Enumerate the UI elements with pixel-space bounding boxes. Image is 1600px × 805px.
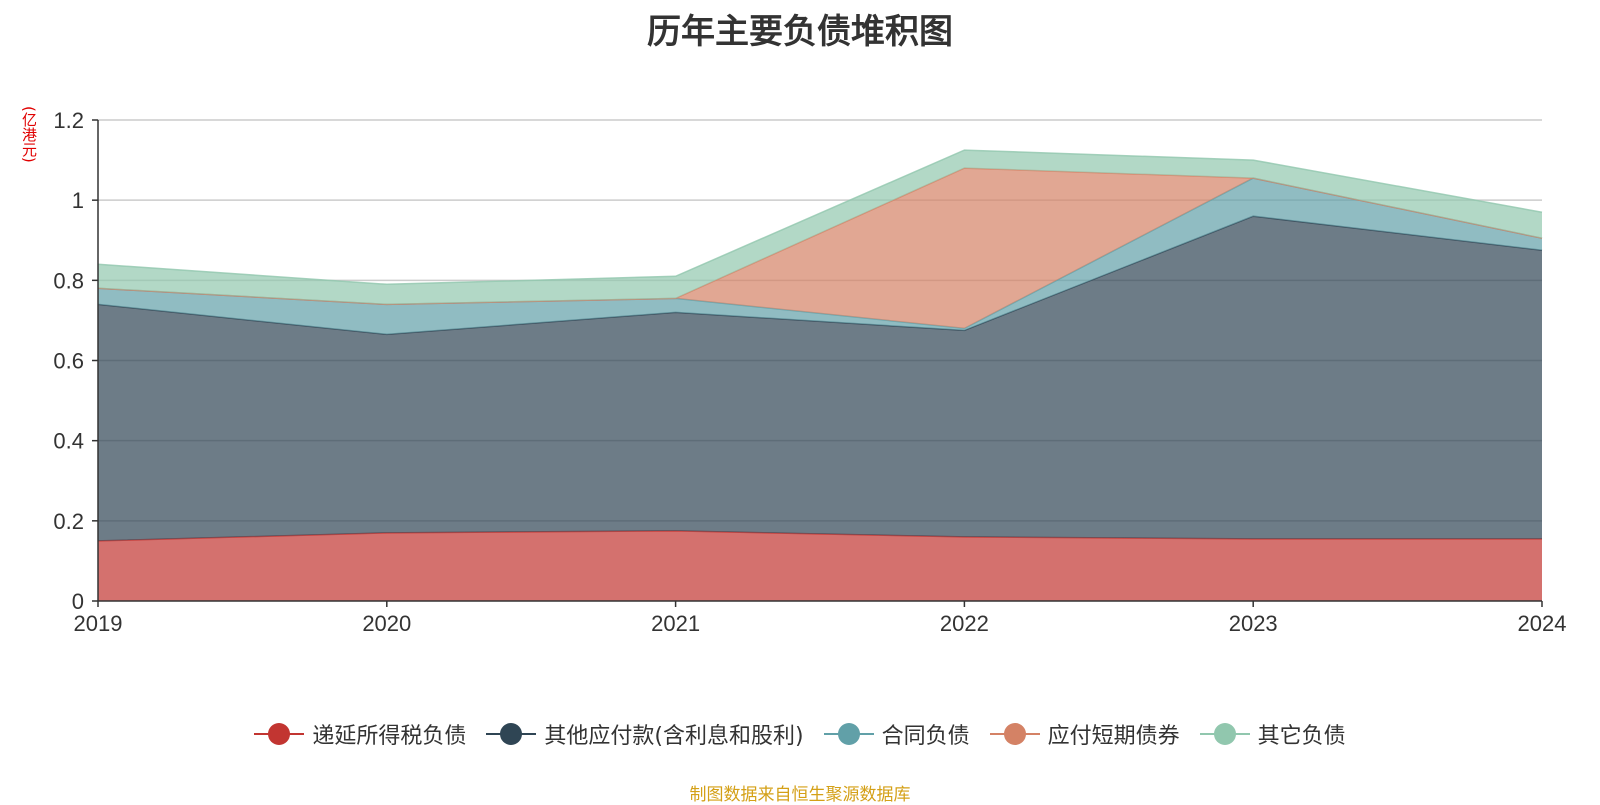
legend-dot [837,723,860,745]
legend-label: 合同负债 [881,724,970,749]
area-应付短期债券 [98,168,1542,329]
axes: 0 0.2 0.4 0.6 0.8 1 1.2 2019 2020 2021 2022 2023 202… [53,108,1566,636]
legend-swatch-icon [254,721,305,747]
legend-item[interactable]: 应付短期债券 [989,718,1180,750]
legend-dot [500,723,523,745]
area-递延所得税负债 [98,530,1542,601]
legend-item[interactable]: 其他应付款(含利息和股利) [486,718,804,750]
legend-swatch-icon [989,721,1040,747]
y-tick-label: 0 [72,589,84,614]
legend-swatch-icon [1199,721,1250,747]
y-tick-label: 0.6 [53,349,84,374]
legend-label: 其他应付款(含利息和股利) [544,724,804,749]
legend-dot [1213,723,1236,745]
legend: 递延所得税负债 其他应付款(含利息和股利) 合同负债 应付短期债券 其它负债 [0,718,1600,750]
y-axis-unit-label: (亿港元) [20,106,38,163]
area-series [97,149,1543,601]
legend-item[interactable]: 递延所得税负债 [254,718,466,750]
legend-swatch-icon [486,721,537,747]
y-tick-label: 1 [72,188,84,213]
series-line-其它负债 [97,149,1543,286]
y-tick-label: 0.8 [53,268,84,293]
legend-item[interactable]: 合同负债 [823,718,970,750]
area-其它负债 [98,150,1542,305]
x-tick-label: 2019 [74,611,123,636]
source-note: 制图数据来自恒生聚源数据库 [689,785,911,805]
area-合同负债 [98,178,1542,335]
legend-item[interactable]: 其它负债 [1199,718,1346,750]
x-tick-label: 2024 [1518,611,1567,636]
y-tick-label: 0.2 [53,509,84,534]
x-tick-label: 2023 [1229,611,1278,636]
x-tick-label: 2022 [940,611,989,636]
legend-dot [268,723,291,745]
legend-dot [1003,723,1026,745]
legend-label: 其它负债 [1257,724,1346,749]
y-tick-label: 1.2 [53,108,84,133]
area-其他应付款(含利息和股利) [98,216,1542,541]
y-tick-label: 0.4 [53,429,84,454]
x-tick-label: 2021 [651,611,700,636]
x-tick-label: 2020 [362,611,411,636]
legend-label: 递延所得税负债 [312,724,467,749]
legend-label: 应付短期债券 [1047,724,1180,749]
legend-swatch-icon [823,721,874,747]
chart-title: 历年主要负债堆积图 [647,12,953,52]
